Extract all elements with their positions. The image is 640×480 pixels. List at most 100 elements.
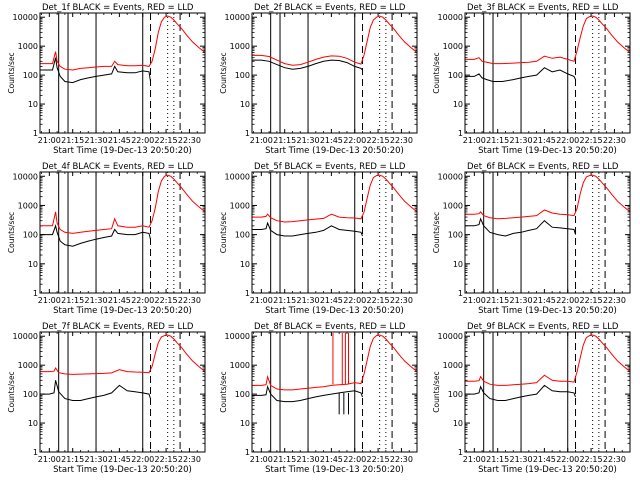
plot-frame: [39, 331, 206, 453]
x-tick-label: 21:15: [273, 296, 296, 305]
x-tick-label: 21:00: [38, 296, 61, 305]
y-tick-label: 100: [23, 390, 38, 399]
x-tick-label: 22:30: [390, 455, 413, 464]
y-tick-label: 1: [33, 289, 38, 298]
lld-series-line: [40, 15, 205, 71]
lld-series-line: [252, 15, 417, 66]
lld-series-line: [252, 174, 417, 223]
panel-det-2: Det_2f BLACK = Events, RED = LLD 1 10 100 10…: [219, 3, 418, 156]
y-axis-label: Counts/sec: [7, 212, 16, 253]
y-axis-label: Counts/sec: [432, 371, 441, 412]
x-tick-label: 21:15: [61, 296, 84, 305]
x-tick-label: 22:15: [155, 296, 178, 305]
x-tick-label: 22:30: [178, 455, 201, 464]
y-tick-label: 1000: [443, 201, 463, 210]
y-tick-label: 10000: [13, 172, 38, 181]
plot-frame: [39, 171, 206, 294]
y-tick-label: 1: [33, 129, 38, 138]
x-tick-label: 21:00: [463, 455, 486, 464]
x-tick-label: 22:15: [580, 136, 603, 145]
x-tick-label: 21:45: [108, 136, 131, 145]
lld-series-line: [40, 174, 205, 234]
y-tick-label: 1000: [18, 201, 38, 210]
x-axis-label: Start Time (19-Dec-13 20:50:20): [265, 465, 404, 475]
x-tick-label: 22:15: [367, 455, 390, 464]
y-tick-label: 100: [235, 71, 250, 80]
x-tick-label: 21:30: [297, 296, 320, 305]
events-series-line: [465, 384, 576, 401]
y-tick-label: 10: [240, 100, 250, 109]
x-tick-label: 21:45: [320, 136, 343, 145]
x-tick-label: 21:15: [486, 455, 509, 464]
x-tick-label: 22:00: [131, 296, 154, 305]
events-series-line: [252, 384, 363, 403]
x-tick-label: 21:00: [38, 136, 61, 145]
y-tick-label: 10: [453, 260, 463, 269]
y-tick-label: 10: [453, 419, 463, 428]
chart-title: Det_9f BLACK = Events, RED = LLD: [467, 322, 619, 332]
x-tick-label: 21:15: [273, 455, 296, 464]
chart-title: Det_5f BLACK = Events, RED = LLD: [254, 162, 406, 172]
x-tick-label: 22:00: [556, 136, 579, 145]
y-tick-label: 10: [240, 419, 250, 428]
x-tick-label: 22:00: [343, 455, 366, 464]
x-tick-label: 22:30: [178, 296, 201, 305]
lld-series-line: [252, 334, 417, 391]
y-tick-label: 10: [28, 419, 38, 428]
y-tick-label: 1000: [230, 42, 250, 51]
y-tick-label: 10: [453, 100, 463, 109]
y-tick-label: 1000: [230, 201, 250, 210]
x-tick-label: 22:15: [155, 455, 178, 464]
plot-frame: [251, 331, 418, 453]
y-tick-label: 100: [23, 231, 38, 240]
x-tick-label: 21:30: [510, 136, 533, 145]
y-tick-label: 10000: [225, 13, 250, 22]
x-tick-label: 21:30: [510, 455, 533, 464]
plot-frame: [464, 331, 631, 453]
y-tick-label: 1: [245, 129, 250, 138]
y-tick-label: 10000: [225, 332, 250, 341]
events-series-line: [252, 59, 363, 71]
panel-det-9: Det_9f BLACK = Events, RED = LLD 1 10 100 10…: [432, 322, 631, 475]
x-tick-label: 21:30: [510, 296, 533, 305]
x-axis-label: Start Time (19-Dec-13 20:50:20): [478, 465, 617, 475]
chart-title: Det_6f BLACK = Events, RED = LLD: [467, 162, 619, 172]
y-tick-label: 1: [33, 448, 38, 457]
chart-title: Det_8f BLACK = Events, RED = LLD: [254, 322, 406, 332]
chart-title: Det_2f BLACK = Events, RED = LLD: [254, 3, 406, 13]
y-axis-label: Counts/sec: [7, 52, 16, 93]
x-tick-label: 22:30: [390, 296, 413, 305]
y-tick-label: 1: [458, 129, 463, 138]
y-tick-label: 10000: [438, 13, 463, 22]
x-axis-label: Start Time (19-Dec-13 20:50:20): [265, 146, 404, 156]
x-tick-label: 21:30: [297, 136, 320, 145]
y-tick-label: 10: [28, 100, 38, 109]
x-tick-label: 22:15: [155, 136, 178, 145]
x-tick-label: 22:30: [390, 136, 413, 145]
lld-series-line: [40, 334, 205, 375]
x-axis-label: Start Time (19-Dec-13 20:50:20): [478, 306, 617, 316]
x-tick-label: 21:15: [61, 136, 84, 145]
y-tick-label: 100: [235, 390, 250, 399]
x-tick-label: 21:45: [533, 136, 556, 145]
events-series-line: [40, 57, 151, 84]
y-tick-label: 1000: [18, 42, 38, 51]
chart-title: Det_4f BLACK = Events, RED = LLD: [42, 162, 194, 172]
lld-series-line: [465, 15, 630, 65]
x-tick-label: 21:00: [463, 296, 486, 305]
events-series-line: [465, 67, 576, 82]
y-tick-label: 1: [245, 448, 250, 457]
y-tick-label: 100: [448, 231, 463, 240]
panel-det-5: Det_5f BLACK = Events, RED = LLD 1 10 100 10…: [219, 162, 418, 316]
chart-title: Det_7f BLACK = Events, RED = LLD: [42, 322, 194, 332]
x-tick-label: 21:45: [533, 296, 556, 305]
x-tick-label: 22:30: [178, 136, 201, 145]
x-tick-label: 22:30: [603, 455, 626, 464]
panel-det-6: Det_6f BLACK = Events, RED = LLD 1 10 100 10…: [432, 162, 631, 316]
y-axis-label: Counts/sec: [219, 212, 228, 253]
x-tick-label: 21:45: [108, 455, 131, 464]
y-tick-label: 1: [458, 289, 463, 298]
x-tick-label: 21:00: [250, 296, 273, 305]
x-tick-label: 21:15: [486, 136, 509, 145]
